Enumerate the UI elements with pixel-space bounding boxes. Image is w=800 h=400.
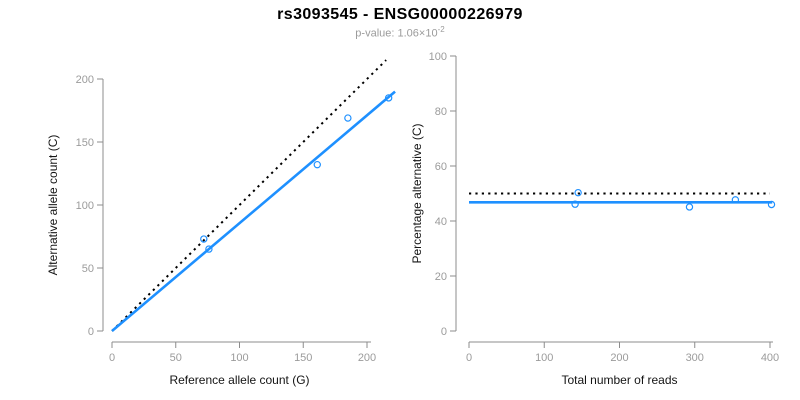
y-tick-label: 80 bbox=[435, 106, 447, 118]
x-tick-label: 200 bbox=[358, 352, 376, 364]
fit-line bbox=[111, 90, 396, 332]
x-tick-label: 300 bbox=[686, 352, 704, 364]
x-tick-label: 0 bbox=[466, 352, 472, 364]
x-tick-label: 100 bbox=[535, 352, 553, 364]
y-tick-label: 0 bbox=[441, 326, 447, 338]
y-tick-label: 200 bbox=[76, 74, 94, 86]
data-point bbox=[731, 196, 740, 204]
data-point bbox=[313, 160, 321, 169]
data-point bbox=[571, 200, 579, 208]
y-tick-label: 150 bbox=[76, 137, 94, 149]
pvalue-text: p-value: 1.06×10 bbox=[355, 27, 438, 40]
data-point bbox=[767, 200, 776, 209]
y-tick-label: 40 bbox=[435, 216, 447, 228]
y-tick-label: 20 bbox=[435, 271, 447, 283]
x-tick-label: 50 bbox=[170, 352, 182, 364]
data-point bbox=[685, 203, 694, 211]
y-tick-label: 50 bbox=[82, 263, 94, 275]
y-tick-label: 100 bbox=[429, 51, 447, 63]
data-point bbox=[200, 235, 208, 243]
x-axis-title: Reference allele count (G) bbox=[169, 373, 309, 387]
x-tick-label: 0 bbox=[109, 352, 115, 364]
pvalue-exponent: -2 bbox=[437, 25, 445, 34]
identity-line bbox=[111, 59, 387, 332]
x-tick-label: 400 bbox=[761, 352, 779, 364]
y-axis-title: Percentage alternative (C) bbox=[410, 123, 424, 263]
x-tick-label: 150 bbox=[294, 352, 312, 364]
pvalue-subtitle: p-value: 1.06×10-2 bbox=[0, 25, 800, 40]
x-tick-label: 200 bbox=[610, 352, 628, 364]
data-point bbox=[344, 114, 352, 122]
y-tick-label: 60 bbox=[435, 161, 447, 173]
data-point bbox=[384, 94, 393, 102]
x-axis-title: Total number of reads bbox=[561, 373, 677, 387]
x-tick-label: 100 bbox=[230, 352, 248, 364]
data-point bbox=[574, 188, 582, 197]
data-point bbox=[205, 245, 213, 253]
y-tick-label: 100 bbox=[76, 200, 94, 212]
y-axis-title: Alternative allele count (C) bbox=[46, 135, 60, 276]
y-tick-label: 0 bbox=[88, 326, 94, 338]
figure-title: rs3093545 - ENSG00000226979 bbox=[277, 6, 523, 23]
